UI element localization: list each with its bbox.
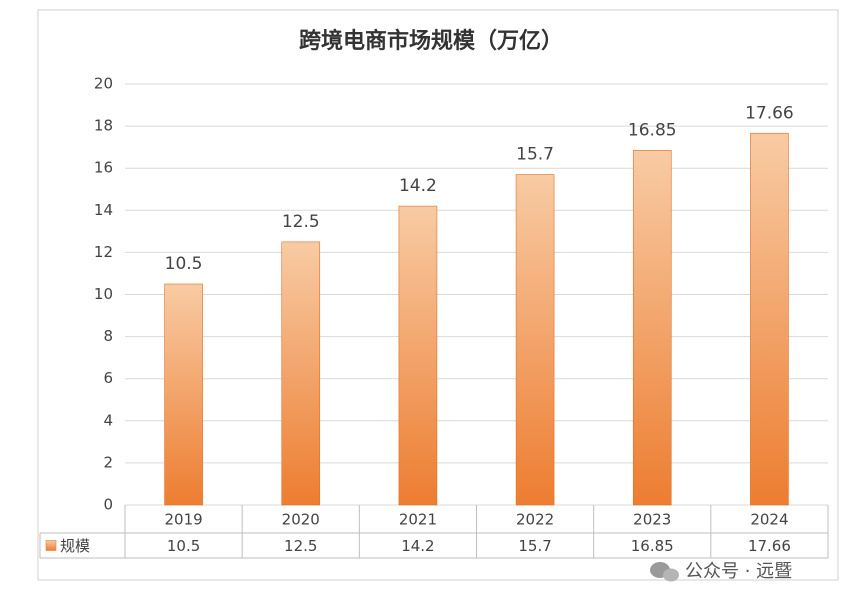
x-tick-label: 2023: [633, 511, 671, 529]
bar: [515, 174, 555, 506]
data-label: 16.85: [628, 120, 677, 140]
x-tick-label: 2020: [282, 511, 320, 529]
y-tick-label: 12: [94, 243, 113, 261]
y-tick-label: 16: [94, 159, 113, 177]
bar: [281, 241, 321, 506]
x-tick-label: 2024: [750, 511, 788, 529]
bar: [398, 205, 438, 506]
y-tick-label: 2: [103, 453, 113, 471]
data-label: 10.5: [165, 254, 203, 274]
y-tick-label: 8: [103, 327, 113, 345]
data-label: 15.7: [516, 145, 554, 165]
y-tick-label: 18: [94, 117, 113, 135]
watermark-text: 公众号 · 远暨: [685, 561, 792, 582]
x-tick-label: 2022: [516, 511, 554, 529]
data-label: 17.66: [745, 103, 794, 123]
table-value: 10.5: [167, 537, 200, 555]
table-value: 16.85: [631, 537, 674, 555]
data-label: 12.5: [282, 212, 320, 232]
watermark: 公众号 · 远暨: [650, 561, 792, 582]
y-tick-label: 0: [103, 496, 113, 514]
bar: [164, 283, 203, 506]
y-tick-label: 4: [103, 411, 113, 429]
table-value: 17.66: [748, 537, 791, 555]
x-tick-label: 2019: [164, 511, 202, 529]
x-tick-label: 2021: [399, 511, 437, 529]
bar: [632, 150, 672, 506]
y-tick-label: 10: [94, 285, 113, 303]
y-tick-label: 14: [94, 201, 113, 219]
bar: [750, 132, 789, 506]
y-tick-label: 6: [103, 369, 113, 387]
legend-swatch: [45, 540, 57, 551]
chart-title: 跨境电商市场规模（万亿）: [299, 28, 563, 54]
data-label: 14.2: [399, 176, 437, 196]
table-value: 14.2: [401, 537, 434, 555]
table-value: 12.5: [284, 537, 317, 555]
table-value: 15.7: [518, 537, 551, 555]
legend-label: 规模: [60, 537, 90, 555]
y-tick-label: 20: [94, 75, 113, 93]
